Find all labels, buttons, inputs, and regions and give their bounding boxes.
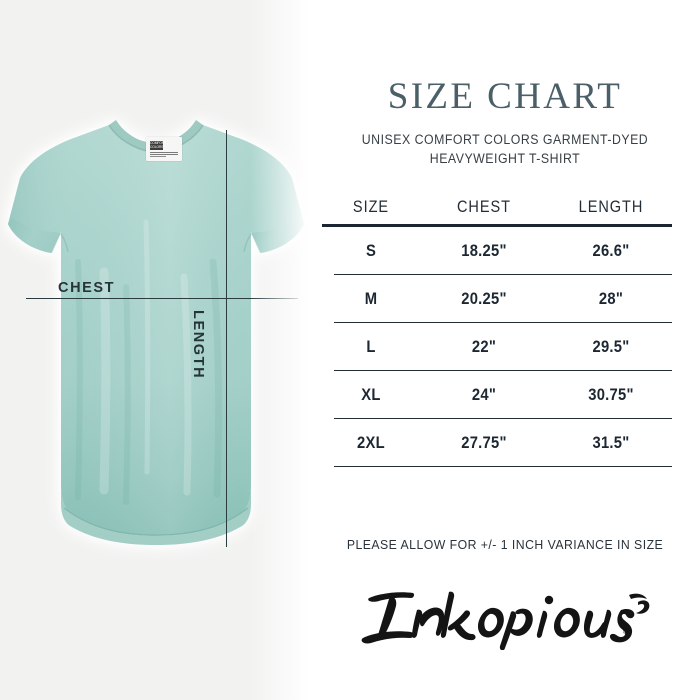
cell-length: 26.6ʺ [592, 240, 630, 260]
table-row: XL 24ʺ 30.75ʺ [322, 371, 674, 418]
cell-chest: 24ʺ [471, 384, 497, 404]
table-row: L 22ʺ 29.5ʺ [322, 323, 674, 370]
registered-trademark: ® [622, 629, 628, 636]
page-subtitle: UNISEX COMFORT COLORS GARMENT-DYED HEAVY… [335, 130, 675, 168]
row-divider [334, 418, 672, 419]
variance-note: PLEASE ALLOW FOR +/- 1 INCH VARIANCE IN … [346, 537, 664, 552]
cell-size: XL [361, 384, 381, 404]
page-title: SIZE CHART [387, 76, 623, 117]
row-divider [334, 274, 672, 275]
row-divider [334, 322, 672, 323]
neck-label-brand: COMFORT COLORS [150, 141, 166, 150]
cell-length: 28ʺ [598, 288, 624, 308]
header-rule [322, 224, 672, 227]
tshirt-photo [8, 112, 304, 552]
cell-chest: 20.25ʺ [461, 288, 507, 308]
table-bottom-rule [334, 466, 672, 467]
subtitle-line-1: UNISEX COMFORT COLORS GARMENT-DYED [361, 132, 649, 147]
subtitle-line-2: HEAVYWEIGHT T-SHIRT [429, 151, 581, 166]
size-chart-panel: SIZE CHART UNISEX COMFORT COLORS GARMENT… [310, 0, 700, 700]
column-header-length: LENGTH [578, 197, 644, 216]
cell-length: 30.75ʺ [588, 384, 634, 404]
table-row: 2XL 27.75ʺ 31.5ʺ [322, 419, 674, 466]
cell-length: 29.5ʺ [592, 336, 630, 356]
tshirt-illustration [8, 120, 304, 545]
table-header-row: SIZE CHEST LENGTH [322, 190, 674, 224]
cell-chest: 18.25ʺ [461, 240, 507, 260]
cell-size: M [364, 288, 378, 308]
table-row: S 18.25ʺ 26.6ʺ [322, 227, 674, 274]
cell-size: 2XL [357, 432, 385, 452]
table-row: M 20.25ʺ 28ʺ [322, 275, 674, 322]
neck-label-size-line [150, 156, 166, 158]
brand-logo: ® [355, 578, 655, 650]
neck-label-tag: COMFORT COLORS [146, 137, 182, 161]
tshirt-halo [8, 112, 304, 552]
cell-chest: 27.75ʺ [461, 432, 507, 452]
neck-label-text-line [150, 152, 178, 155]
size-table: SIZE CHEST LENGTH S 18.25ʺ 26.6ʺ M 20.25… [322, 190, 674, 467]
column-header-size: SIZE [352, 197, 390, 216]
cell-size: L [366, 336, 376, 356]
product-image-panel: COMFORT COLORS CHEST LENGTH [0, 0, 310, 700]
cell-chest: 22ʺ [471, 336, 497, 356]
cell-size: S [365, 240, 377, 260]
panel-edge-fade [250, 0, 310, 700]
row-divider [334, 370, 672, 371]
inkopious-logo-icon [361, 591, 650, 650]
cell-length: 31.5ʺ [592, 432, 630, 452]
column-header-chest: CHEST [456, 197, 512, 216]
